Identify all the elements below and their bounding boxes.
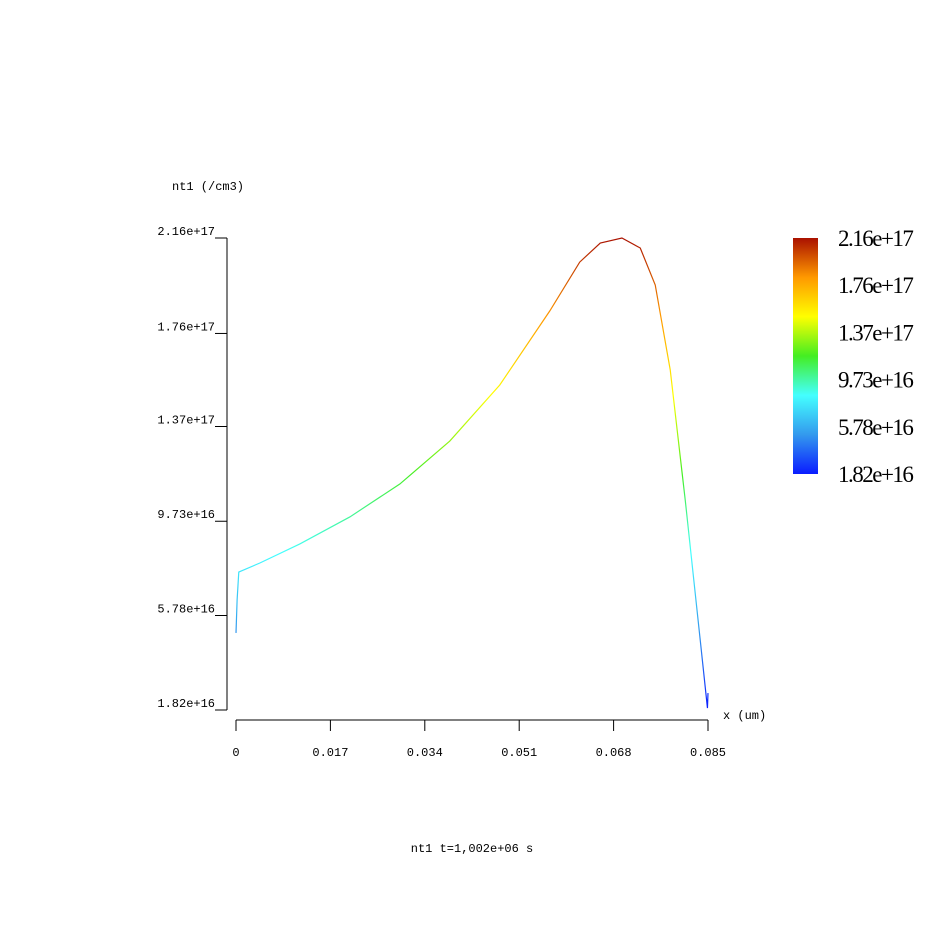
x-axis-label: x (um) [723,709,766,723]
data-line [235,237,709,709]
y-tick-label: 9.73e+16 [157,508,215,522]
colorbar-label: 5.78e+16 [838,415,913,440]
colorbar [793,238,818,474]
y-tick-label: 5.78e+16 [157,603,215,617]
x-tick-label: 0.034 [407,746,443,760]
colorbar-label: 9.73e+16 [838,368,913,393]
x-tick-label: 0.085 [690,746,726,760]
x-tick-label: 0.068 [596,746,632,760]
y-tick-label: 1.76e+17 [157,320,215,334]
x-tick-label: 0.051 [501,746,537,760]
y-tick-label: 2.16e+17 [157,225,215,239]
x-tick-label: 0 [232,746,239,760]
y-tick-label: 1.37e+17 [157,414,215,428]
x-tick-label: 0.017 [312,746,348,760]
y-tick-label: 1.82e+16 [157,697,215,711]
y-axis-label: nt1 (/cm3) [172,180,244,194]
colorbar-label: 2.16e+17 [838,226,913,251]
chart-title: nt1 t=1,002e+06 s [411,842,533,856]
colorbar-label: 1.82e+16 [838,462,913,487]
colorbar-label: 1.37e+17 [838,320,913,345]
colorbar-label: 1.76e+17 [838,273,913,298]
